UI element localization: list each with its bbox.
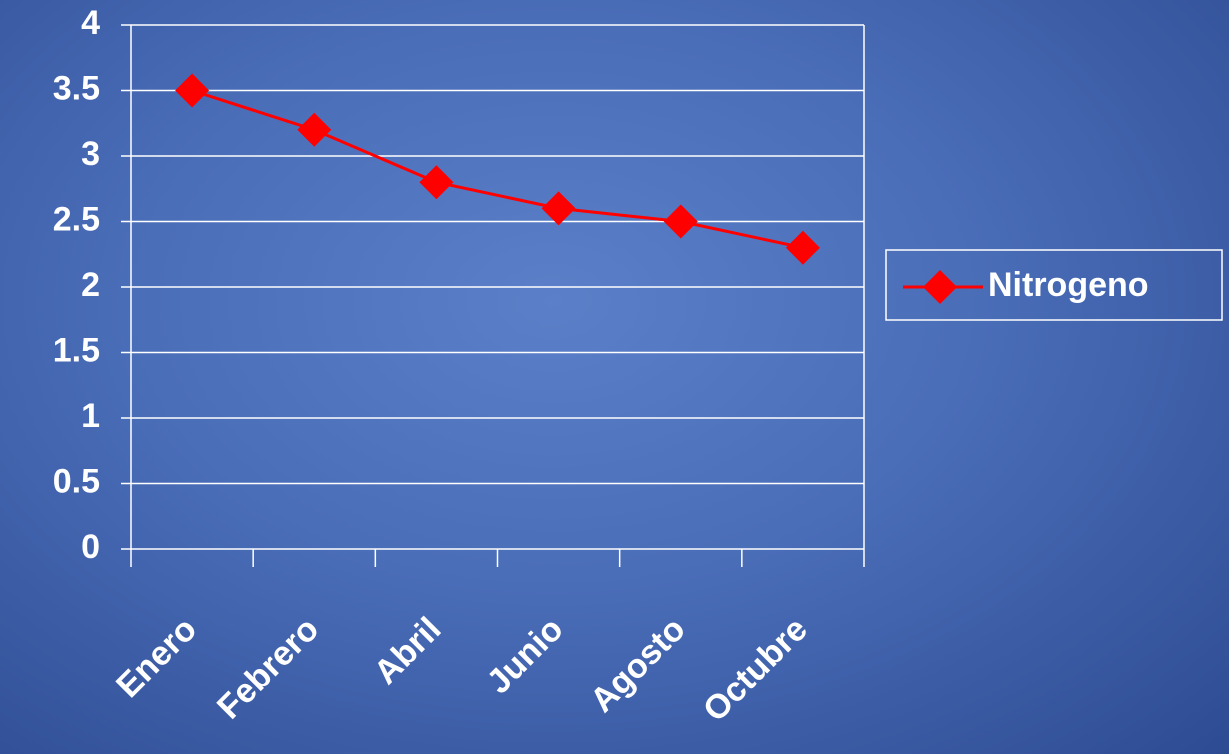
y-tick-label: 4	[81, 4, 100, 42]
legend-box	[885, 249, 1223, 321]
y-tick-label: 3.5	[53, 69, 100, 107]
marker	[175, 73, 210, 108]
marker	[541, 191, 576, 226]
y-tick-label: 1.5	[53, 331, 100, 369]
y-tick-label: 3	[81, 135, 100, 173]
y-tick-label: 1	[81, 397, 100, 435]
x-tick-label: Febrero	[210, 610, 326, 726]
y-tick-label: 0.5	[53, 462, 100, 500]
y-tick-label: 2	[81, 266, 100, 304]
legend-marker	[923, 270, 957, 304]
x-tick-label: Junio	[480, 610, 571, 701]
x-tick-label: Agosto	[583, 610, 693, 720]
series-line	[191, 89, 804, 250]
x-tick-label: Octubre	[696, 610, 815, 729]
marker	[785, 230, 820, 265]
marker	[419, 165, 454, 200]
y-tick-label: 2.5	[53, 200, 100, 238]
marker	[297, 112, 332, 147]
legend: Nitrogeno	[885, 249, 1223, 321]
x-tick-label: Abril	[367, 610, 449, 692]
y-tick-label: 0	[81, 528, 100, 566]
marker	[663, 204, 698, 239]
x-tick-label: Enero	[109, 610, 204, 705]
legend-label: Nitrogeno	[988, 266, 1149, 304]
